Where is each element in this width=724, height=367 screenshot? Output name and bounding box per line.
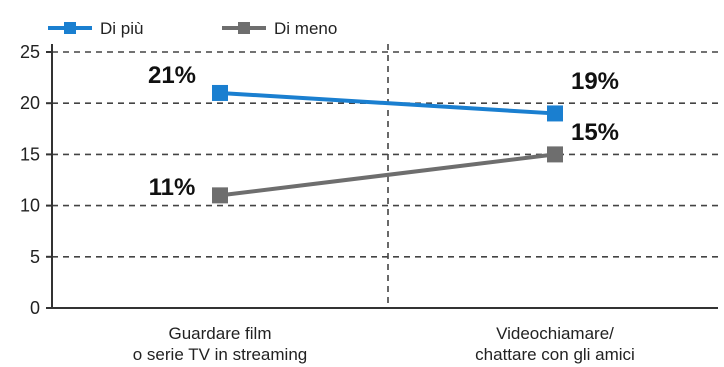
legend-marker-1 — [64, 22, 76, 34]
series-2-point-2 — [547, 146, 563, 163]
series-1-point-1 — [212, 84, 228, 101]
legend: Di più Di meno — [48, 19, 337, 38]
data-label-series-2-1: 11% — [149, 174, 196, 201]
category-label-2: Videochiamare/chattare con gli amici — [475, 324, 635, 364]
category-label-1-line-1: Guardare film — [169, 324, 272, 343]
series-line-2 — [219, 152, 556, 198]
y-tick-label-25: 25 — [20, 42, 40, 62]
data-label-series-1-2: 19% — [571, 68, 619, 95]
axes — [46, 44, 718, 309]
legend-label-2: Di meno — [274, 19, 337, 38]
category-label-1-line-2: o serie TV in streaming — [133, 345, 307, 364]
category-label-1: Guardare film o serie TV in streaming — [133, 324, 307, 364]
legend-label-1: Di più — [100, 19, 143, 38]
legend-marker-2 — [238, 22, 250, 34]
category-label-2-line-2: chattare con gli amici — [475, 345, 635, 364]
data-label-series-1-1: 21% — [148, 62, 196, 89]
y-tick-label-15: 15 — [20, 144, 40, 164]
y-tick-label-5: 5 — [30, 247, 40, 267]
y-tick-label-20: 20 — [20, 93, 40, 113]
series-1-point-2 — [547, 105, 563, 122]
y-tick-labels: 0 5 10 15 20 25 — [20, 42, 40, 318]
series-2-point-1 — [212, 187, 228, 204]
category-label-2-line-1: Videochiamare/ — [496, 324, 614, 343]
series-group — [212, 84, 563, 204]
category-labels: Guardare film o serie TV in streaming Vide… — [133, 324, 635, 364]
data-label-series-2-2: 15% — [571, 119, 619, 146]
series-line-1 — [219, 90, 556, 116]
y-tick-label-10: 10 — [20, 196, 40, 216]
data-labels: 21% 19% 11% 15% — [148, 62, 619, 201]
y-tick-label-0: 0 — [30, 298, 40, 318]
